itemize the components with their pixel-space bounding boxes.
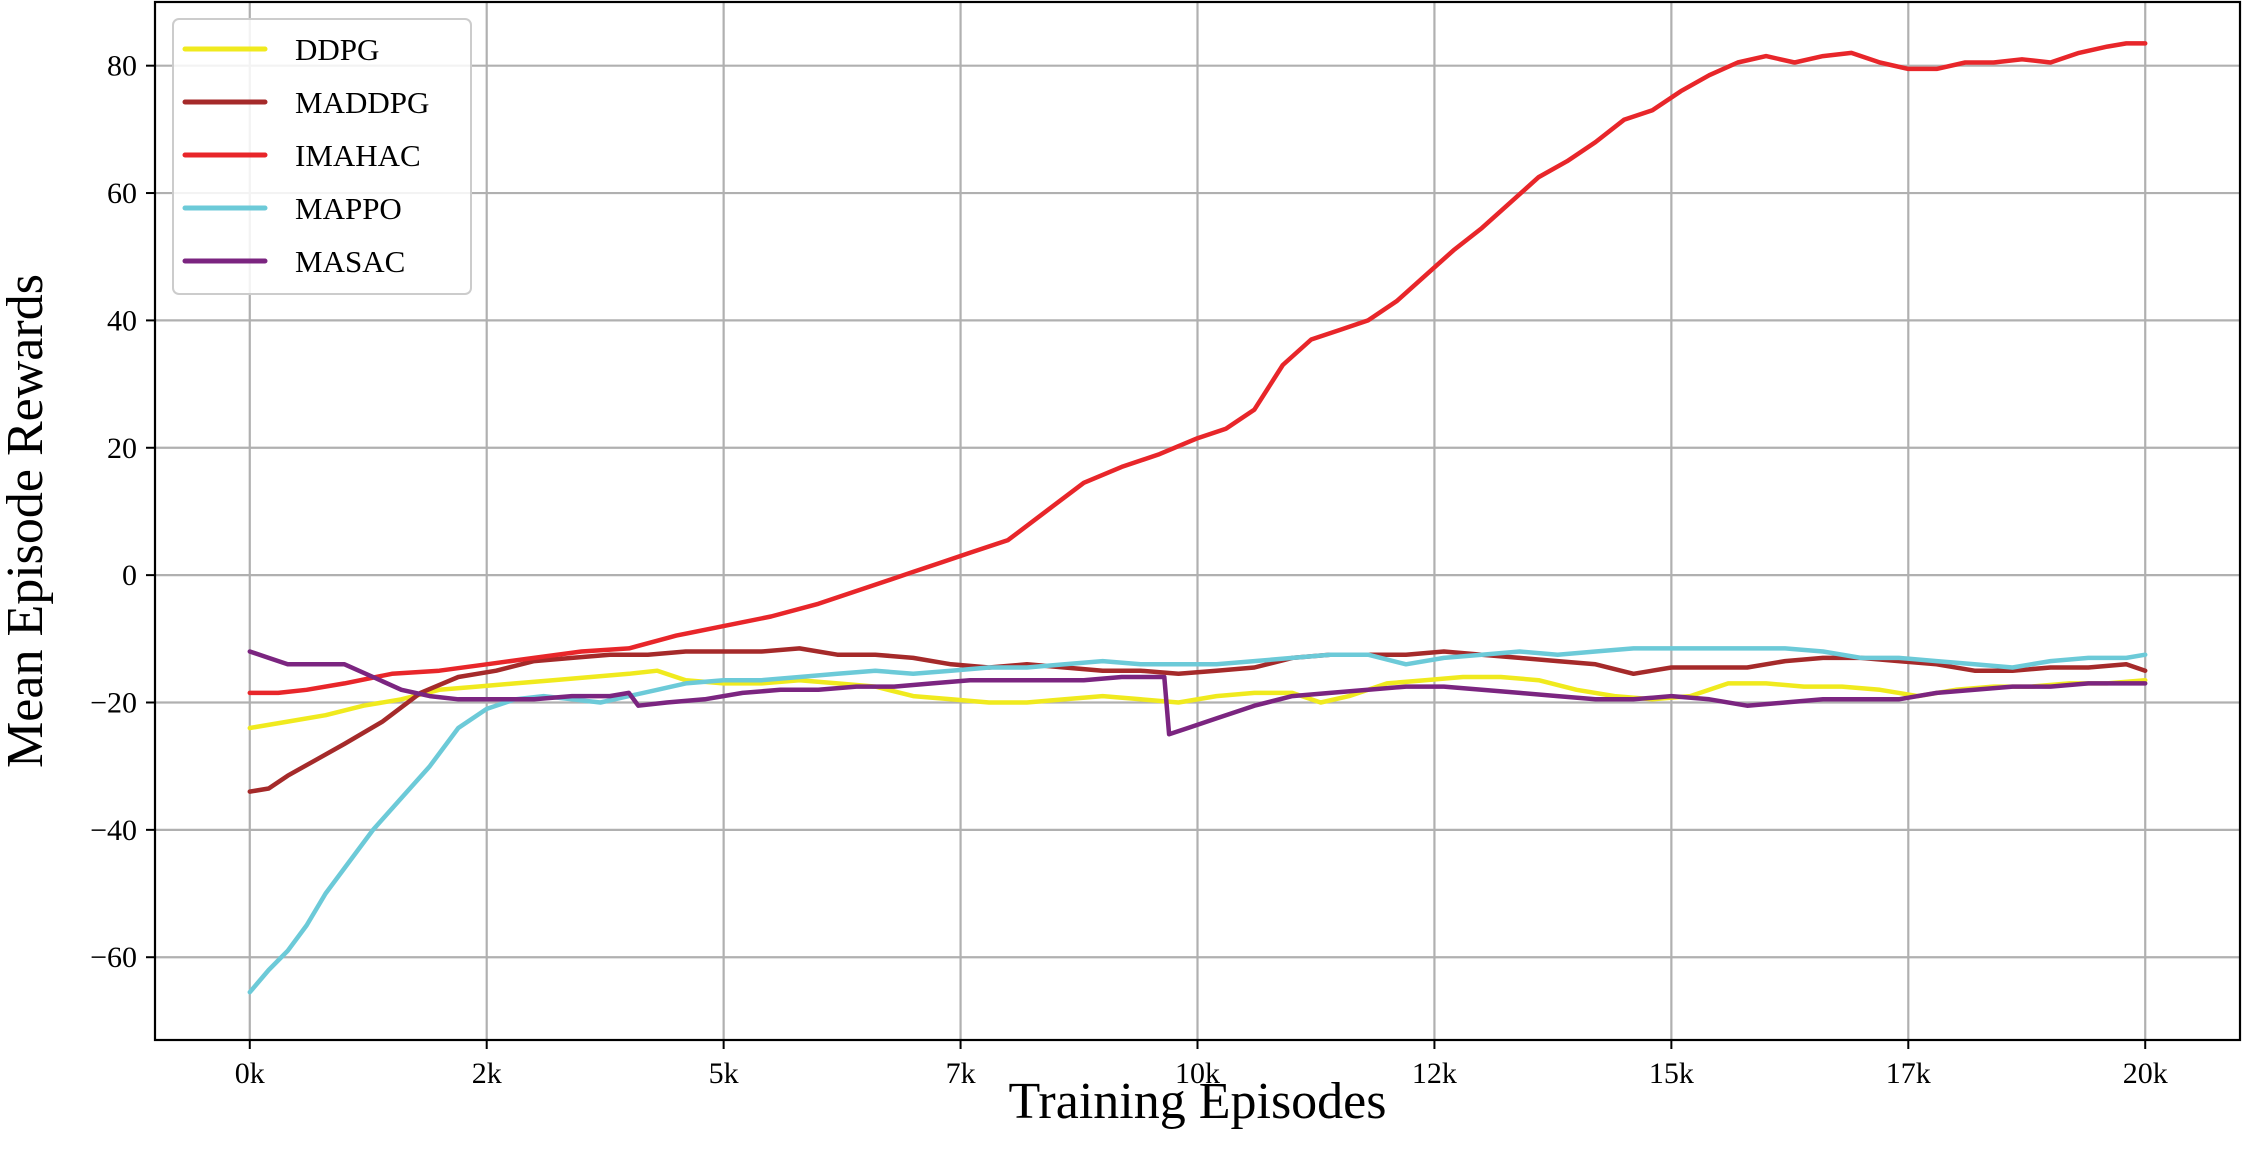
- y-axis-title: Mean Episode Rewards: [0, 274, 54, 768]
- y-tick-label: −60: [90, 941, 137, 974]
- y-tick-label: 0: [122, 559, 137, 592]
- legend-box: [172, 18, 472, 295]
- legend-label-masac: MASAC: [295, 244, 405, 279]
- legend-label-mappo: MAPPO: [295, 191, 402, 226]
- x-tick-label: 2k: [472, 1057, 502, 1090]
- x-tick-label: 15k: [1649, 1057, 1694, 1090]
- series-line-maddpg: [247, 646, 2148, 794]
- x-tick-label: 10k: [1175, 1057, 1220, 1090]
- x-tick-label: 17k: [1886, 1057, 1931, 1090]
- y-tick-label: −20: [90, 686, 137, 719]
- x-axis-title: Training Episodes: [1009, 1073, 1387, 1130]
- x-tick-label: 20k: [2123, 1057, 2168, 1090]
- y-tick-label: 60: [107, 177, 137, 210]
- y-tick-label: −40: [90, 814, 137, 847]
- series-line-imahac: [247, 41, 2148, 696]
- y-tick-label: 80: [107, 50, 137, 83]
- series-line-mappo: [247, 646, 2148, 995]
- series-line-masac: [247, 649, 2148, 737]
- legend-label-ddpg: DDPG: [295, 32, 379, 67]
- x-tick-label: 0k: [235, 1057, 265, 1090]
- x-tick-label: 7k: [946, 1057, 976, 1090]
- y-tick-label: 40: [107, 304, 137, 337]
- x-tick-label: 12k: [1412, 1057, 1457, 1090]
- series-lines: [247, 41, 2148, 995]
- axis-ticks: 0k 2k 5k 7k 10k 12k 15k 17k 20k −60 −40 −20 0 20 40 60 8…: [90, 50, 2168, 1090]
- y-tick-label: 20: [107, 432, 137, 465]
- x-tick-label: 5k: [709, 1057, 739, 1090]
- legend-label-imahac: IMAHAC: [295, 138, 421, 173]
- legend: DDPG MADDPG IMAHAC MAPPO MASAC: [172, 18, 472, 295]
- series-line-ddpg: [247, 668, 2148, 731]
- legend-label-maddpg: MADDPG: [295, 85, 429, 120]
